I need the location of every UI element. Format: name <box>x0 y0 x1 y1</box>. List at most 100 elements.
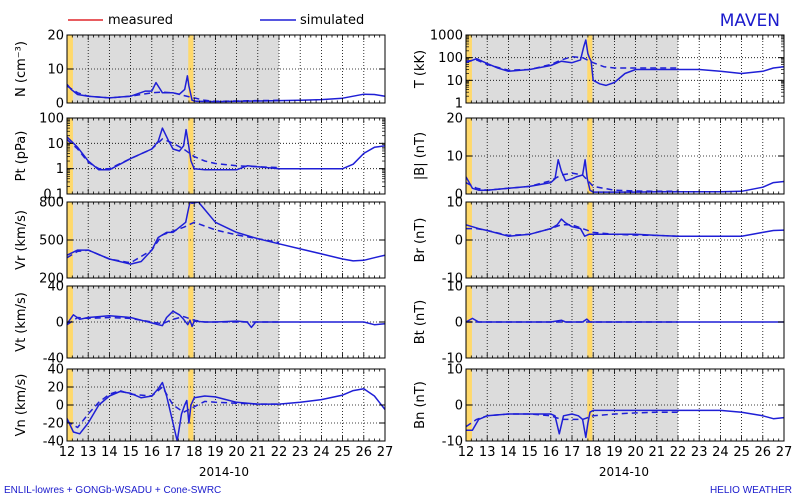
x-tick-label: 21 <box>250 445 267 460</box>
y-tick-label: 10 <box>47 63 64 78</box>
shade-yellow <box>587 35 593 103</box>
y-tick-label: 0 <box>455 399 463 414</box>
y-tick-label: -10 <box>442 352 463 367</box>
series-simulated-dashed <box>67 221 280 264</box>
x-tick-label: 18 <box>186 445 203 460</box>
x-tick-label: 25 <box>733 445 750 460</box>
y-tick-label: 40 <box>47 280 64 295</box>
x-tick-label: 26 <box>755 445 772 460</box>
y-tick-label: 10 <box>446 280 463 295</box>
y-tick-label: 0 <box>455 316 463 331</box>
x-tick-label: 15 <box>521 445 538 460</box>
x-tick-label: 23 <box>292 445 309 460</box>
x-tick-label: 12 <box>458 445 475 460</box>
x-tick-label: 20 <box>228 445 245 460</box>
y-tick-label: 10 <box>47 137 64 152</box>
x-tick-label: 25 <box>334 445 351 460</box>
x-tick-label: 14 <box>500 445 517 460</box>
x-tick-label: 23 <box>691 445 708 460</box>
footer-brand: HELIO WEATHER <box>709 485 792 496</box>
y-tick-label: 40 <box>47 363 64 378</box>
y-tick-label: 0.1 <box>43 188 64 203</box>
shade-gray <box>67 118 279 194</box>
y-tick-label: 20 <box>47 381 64 396</box>
panel-b: 0 10 20 |B| (nT) <box>413 112 785 203</box>
y-tick-label: -40 <box>43 352 64 367</box>
legend: measured simulated <box>68 13 364 28</box>
x-tick-label: 21 <box>649 445 666 460</box>
legend-simulated-label: simulated <box>300 13 364 28</box>
y-tick-label: 1 <box>455 97 463 112</box>
x-tick-label: 22 <box>670 445 687 460</box>
series-simulated-dashed <box>67 85 280 103</box>
y-axis-label: Vt (km/s) <box>14 292 29 352</box>
x-tick-label: 15 <box>122 445 139 460</box>
x-tick-label: 27 <box>776 445 793 460</box>
panel-n: 0 10 20 N (cm⁻³) <box>14 29 386 112</box>
y-axis-label: Br (nT) <box>413 218 428 263</box>
y-axis-label: Bn (nT) <box>413 381 428 429</box>
x-tick-label: 26 <box>356 445 373 460</box>
series-simulated-solid <box>67 310 385 329</box>
legend-measured-label: measured <box>108 13 173 28</box>
x-axis-title-left: 2014-10 <box>199 465 249 479</box>
y-axis-label: Vr (km/s) <box>14 210 29 270</box>
y-axis-label: Vn (km/s) <box>14 374 29 437</box>
x-tick-label: 13 <box>479 445 496 460</box>
y-tick-label: 1000 <box>430 29 463 44</box>
y-tick-label: 1 <box>56 162 64 177</box>
x-tick-label: 17 <box>564 445 581 460</box>
series-simulated-solid <box>67 381 385 441</box>
panel-pt: 0.1 1 10 100 Pt (pPa) <box>14 112 386 203</box>
panel-vn: -40 -20 0 20 40 Vn (km/s) 12 13 14 15 16 17 18 19 20 21… <box>14 363 393 461</box>
y-axis-label: T (kK) <box>413 50 428 89</box>
y-axis-label: Bt (nT) <box>413 300 428 344</box>
shade-yellow <box>67 118 73 194</box>
y-tick-label: 0 <box>455 234 463 249</box>
x-tick-label: 16 <box>543 445 560 460</box>
series-simulated-dashed <box>67 138 280 170</box>
panel-bt: -10 0 10 Bt (nT) <box>413 280 785 367</box>
x-tick-label: 18 <box>585 445 602 460</box>
y-tick-label: 20 <box>446 112 463 127</box>
y-tick-label: 10 <box>446 150 463 165</box>
y-tick-label: -10 <box>442 435 463 450</box>
x-tick-label: 14 <box>101 445 118 460</box>
y-tick-label: -40 <box>43 435 64 450</box>
x-axis-title-right: 2014-10 <box>599 465 649 479</box>
x-tick-label: 19 <box>207 445 224 460</box>
x-tick-label: 22 <box>271 445 288 460</box>
panel-vr: 200 500 800 Vr (km/s) <box>14 196 386 287</box>
y-tick-label: 0 <box>455 188 463 203</box>
series-simulated-solid <box>466 39 784 87</box>
x-tick-label: 17 <box>165 445 182 460</box>
x-tick-label: 24 <box>313 445 330 460</box>
x-tick-label: 19 <box>606 445 623 460</box>
series-simulated-solid <box>67 75 385 103</box>
y-tick-label: 200 <box>39 272 64 287</box>
y-tick-label: 100 <box>438 51 463 66</box>
panel-bn: -10 0 10 Bn (nT) 12 13 14 15 16 17 18 19 20 21 22 23 24 2… <box>413 363 792 461</box>
y-tick-label: 0 <box>56 399 64 414</box>
series-simulated-dashed <box>67 315 279 326</box>
y-tick-label: 20 <box>47 29 64 44</box>
x-tick-label: 13 <box>80 445 97 460</box>
y-axis-label: |B| (nT) <box>413 132 428 180</box>
y-tick-label: -10 <box>442 272 463 287</box>
y-tick-label: 10 <box>446 196 463 211</box>
y-tick-label: 100 <box>39 112 64 127</box>
y-axis-label: N (cm⁻³) <box>14 41 29 97</box>
series-simulated-solid <box>67 202 385 265</box>
series-simulated-dashed <box>466 55 678 71</box>
spacecraft-title: MAVEN <box>720 11 780 31</box>
y-axis-label: Pt (pPa) <box>14 131 29 182</box>
y-tick-label: 10 <box>446 363 463 378</box>
x-tick-label: 24 <box>712 445 729 460</box>
x-tick-label: 12 <box>59 445 76 460</box>
series-simulated-dashed <box>67 386 279 429</box>
y-tick-label: 10 <box>446 74 463 89</box>
x-tick-label: 20 <box>627 445 644 460</box>
